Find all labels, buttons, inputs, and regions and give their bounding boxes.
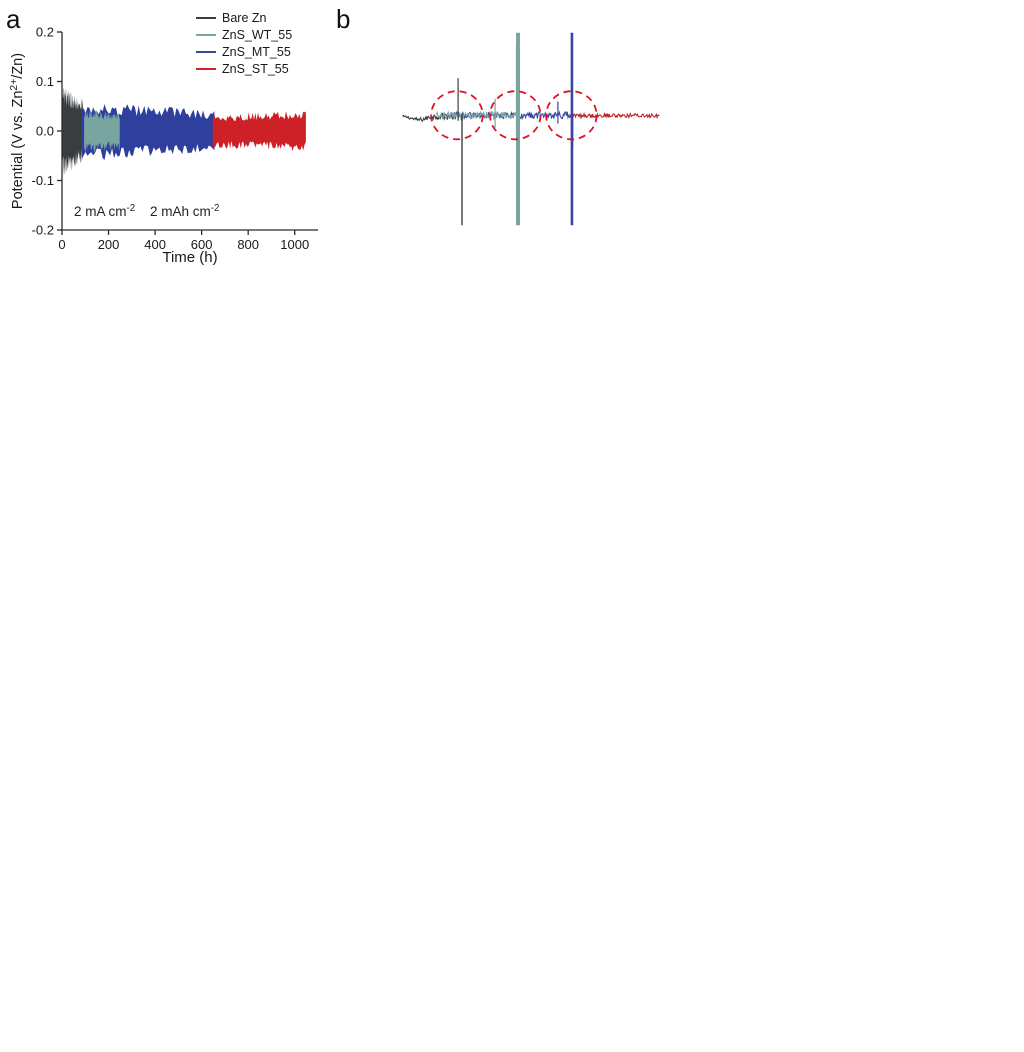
panel-b: b <box>330 2 670 258</box>
legend-label: Bare Zn <box>222 11 267 25</box>
x-axis-title: Time (h) <box>162 249 217 266</box>
highlight-circle <box>430 90 484 141</box>
y-tick-label: 0.2 <box>36 25 54 40</box>
x-tick-label: 800 <box>237 237 259 252</box>
legend-label: ZnS_WT_55 <box>222 28 292 42</box>
legend-label: ZnS_MT_55 <box>222 45 291 59</box>
x-tick-label: 1000 <box>280 237 309 252</box>
series-ZnS_MT_55 <box>449 110 573 120</box>
panel-a-chart: a -0.2 -0.1 0.0 0.1 0.2 0 200 400 600 800 1000 Time … <box>6 4 318 266</box>
panel-a: a -0.2 -0.1 0.0 0.1 0.2 0 200 400 600 800 1000 Time … <box>0 2 330 266</box>
series-ZnS_WT_55 <box>435 110 518 121</box>
y-tick-label: -0.2 <box>32 223 54 238</box>
panel-letter: a <box>6 4 21 34</box>
x-tick-label: 400 <box>144 237 166 252</box>
legend-label: ZnS_ST_55 <box>222 62 289 76</box>
highlight-circle <box>489 90 542 141</box>
series-ZnS_ST_55 <box>568 111 660 120</box>
x-tick-label: 200 <box>98 237 120 252</box>
x-tick-label: 0 <box>58 237 65 252</box>
series-ZnS_WT_55 <box>84 109 120 153</box>
legend: Bare Zn ZnS_WT_55 ZnS_MT_55 ZnS_ST_55 <box>196 11 292 76</box>
annotation: 2 mA cm-2 <box>74 203 135 219</box>
y-axis-title: Potential (V vs. Zn2+/Zn) <box>9 53 26 209</box>
panel-letter: b <box>336 4 350 34</box>
panel-b-chart: b <box>336 4 660 226</box>
y-tick-label: 0.1 <box>36 74 54 89</box>
series-ZnS_ST_55 <box>212 111 306 152</box>
highlight-circle <box>545 90 598 141</box>
y-tick-label: -0.1 <box>32 173 54 188</box>
annotation: 2 mAh cm-2 <box>150 203 219 219</box>
series-Bare Zn <box>62 88 84 177</box>
y-tick-label: 0.0 <box>36 124 54 139</box>
x-tick-label: 600 <box>191 237 213 252</box>
